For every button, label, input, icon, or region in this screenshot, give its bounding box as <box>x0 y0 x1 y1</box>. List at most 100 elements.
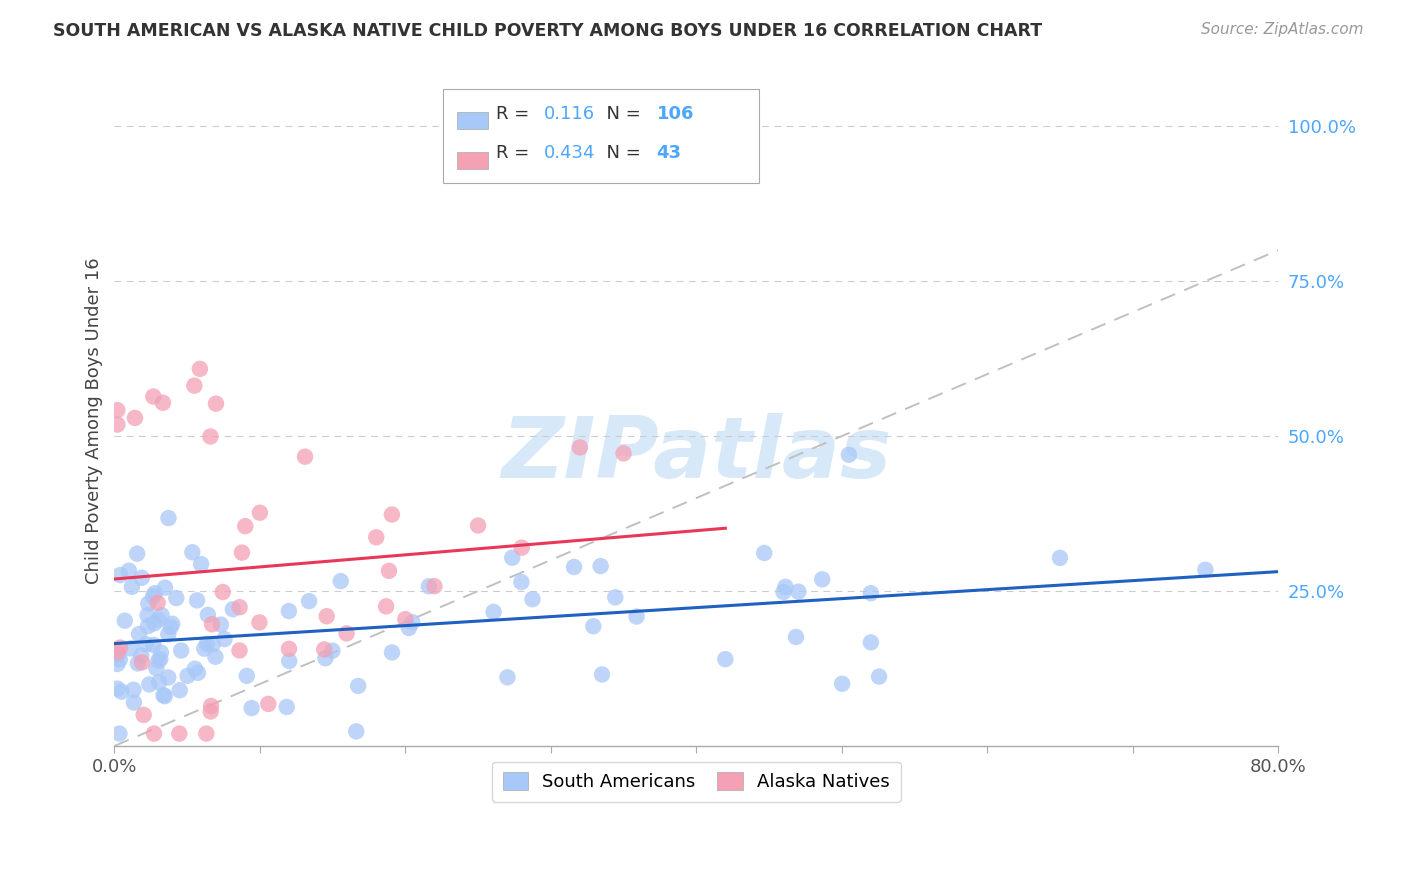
Point <box>105 403 128 417</box>
Point <box>181 545 204 559</box>
Point <box>131 656 153 670</box>
Point <box>142 390 165 404</box>
Point <box>149 645 172 659</box>
Point <box>582 619 605 633</box>
Point <box>605 591 627 605</box>
Point <box>754 546 776 560</box>
Point <box>190 557 212 571</box>
Legend: South Americans, Alaska Natives: South Americans, Alaska Natives <box>492 762 901 802</box>
Point <box>127 547 149 561</box>
Point <box>347 679 370 693</box>
Point <box>510 541 533 555</box>
Point <box>398 621 420 635</box>
Point <box>329 574 352 588</box>
Point <box>811 572 834 586</box>
Point <box>423 579 446 593</box>
Point <box>138 677 160 691</box>
Point <box>859 635 882 649</box>
Point <box>209 617 232 632</box>
Point <box>831 677 853 691</box>
Point <box>105 645 128 659</box>
Point <box>201 617 224 632</box>
Point <box>591 667 613 681</box>
Point <box>501 550 523 565</box>
Point <box>120 641 142 656</box>
Point <box>107 648 129 662</box>
Point <box>129 648 152 663</box>
Point <box>118 564 141 578</box>
Point <box>108 726 131 740</box>
Text: N =: N = <box>595 105 647 123</box>
Point <box>195 637 218 651</box>
Text: R =: R = <box>496 145 536 162</box>
Point <box>170 643 193 657</box>
Point <box>169 726 191 740</box>
Point <box>153 581 176 595</box>
Point <box>314 642 336 657</box>
Point <box>153 689 176 703</box>
Point <box>315 609 337 624</box>
Text: N =: N = <box>595 145 647 162</box>
Point <box>183 378 205 392</box>
Point <box>157 511 180 525</box>
Point <box>188 362 211 376</box>
Point <box>136 608 159 623</box>
Text: 0.116: 0.116 <box>544 105 595 123</box>
Point <box>314 651 336 665</box>
Point <box>132 707 155 722</box>
Point <box>128 627 150 641</box>
Point <box>626 609 648 624</box>
Point <box>787 584 810 599</box>
Point <box>231 546 253 560</box>
Point <box>169 683 191 698</box>
Point <box>136 597 159 611</box>
Point <box>276 700 298 714</box>
Point <box>344 724 367 739</box>
Text: 106: 106 <box>657 105 695 123</box>
Point <box>122 682 145 697</box>
Point <box>165 591 187 605</box>
Point <box>868 669 890 683</box>
Point <box>114 614 136 628</box>
Point <box>249 506 271 520</box>
Point <box>162 616 184 631</box>
Point <box>143 616 166 631</box>
Point <box>187 665 209 680</box>
Point <box>321 643 343 657</box>
Point <box>378 564 401 578</box>
Point <box>149 652 172 666</box>
Point <box>278 641 301 656</box>
Text: R =: R = <box>496 105 536 123</box>
Point <box>110 684 132 698</box>
Point <box>145 661 167 675</box>
Point <box>589 559 612 574</box>
Text: 43: 43 <box>657 145 682 162</box>
Point <box>131 571 153 585</box>
Point <box>205 396 228 410</box>
Point <box>152 396 174 410</box>
Point <box>785 630 807 644</box>
Point <box>236 669 259 683</box>
Point <box>148 675 170 690</box>
Point <box>108 652 131 666</box>
Point <box>148 654 170 668</box>
Point <box>228 643 250 657</box>
Point <box>157 670 180 684</box>
Point <box>394 612 416 626</box>
Point <box>105 417 128 432</box>
Point <box>201 638 224 652</box>
Point <box>121 580 143 594</box>
Point <box>482 605 505 619</box>
Point <box>714 652 737 666</box>
Point <box>381 508 404 522</box>
Point <box>562 560 585 574</box>
Text: ZIPatlas: ZIPatlas <box>501 413 891 496</box>
Point <box>142 589 165 603</box>
Text: SOUTH AMERICAN VS ALASKA NATIVE CHILD POVERTY AMONG BOYS UNDER 16 CORRELATION CH: SOUTH AMERICAN VS ALASKA NATIVE CHILD PO… <box>53 22 1043 40</box>
Point <box>568 441 591 455</box>
Point <box>200 705 222 719</box>
Point <box>467 518 489 533</box>
Point <box>159 620 181 634</box>
Point <box>214 632 236 646</box>
Point <box>240 701 263 715</box>
